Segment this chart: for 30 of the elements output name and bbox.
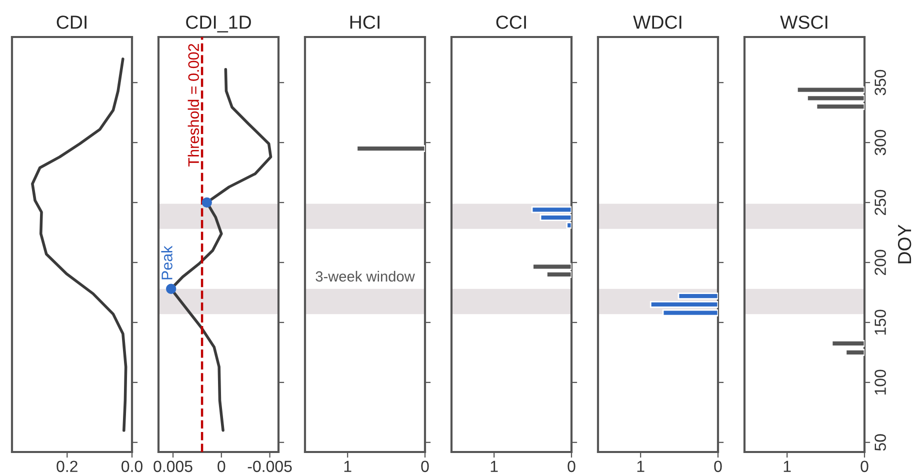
y-axis-title: DOY [898, 224, 912, 264]
x-tick-label: 0 [714, 460, 722, 472]
chart-title: CDI [56, 16, 86, 29]
y-tick-label: 250 [874, 190, 886, 216]
ref-line-label: Threshold = 0.002 [188, 44, 200, 166]
x-tick-label: 0 [568, 460, 576, 472]
x-tick-label: 0 [860, 460, 868, 472]
y-tick-label: 150 [874, 310, 886, 335]
chart-title: CCI [496, 16, 526, 29]
x-tick-label: 1 [490, 460, 498, 472]
x-tick-label: 1 [344, 460, 352, 472]
x-tick-label: 0 [218, 460, 226, 472]
y-tick-label: 200 [874, 250, 886, 276]
y-tick-label: 300 [874, 130, 886, 156]
y-tick-label: 350 [874, 70, 886, 96]
x-tick-label: 0 [421, 460, 429, 472]
x-tick-label: 0.005 [154, 460, 192, 472]
x-tick-label: 0.0 [122, 460, 142, 472]
annotation: 3-week window [316, 270, 415, 282]
x-tick-label: 0.2 [56, 460, 78, 472]
x-tick-label: 1 [784, 460, 791, 472]
y-tick-label: 50 [874, 434, 886, 451]
chart-title: CDI_1D [186, 16, 251, 32]
annotation: Peak [161, 246, 172, 280]
y-tick-label: 100 [874, 370, 886, 395]
x-tick-label: 1 [637, 460, 644, 472]
x-tick-label: -0.005 [248, 460, 292, 472]
chart-title: HCI [350, 16, 380, 29]
chart-title: WSCI [780, 16, 828, 29]
chart-title: WDCI [633, 16, 682, 29]
